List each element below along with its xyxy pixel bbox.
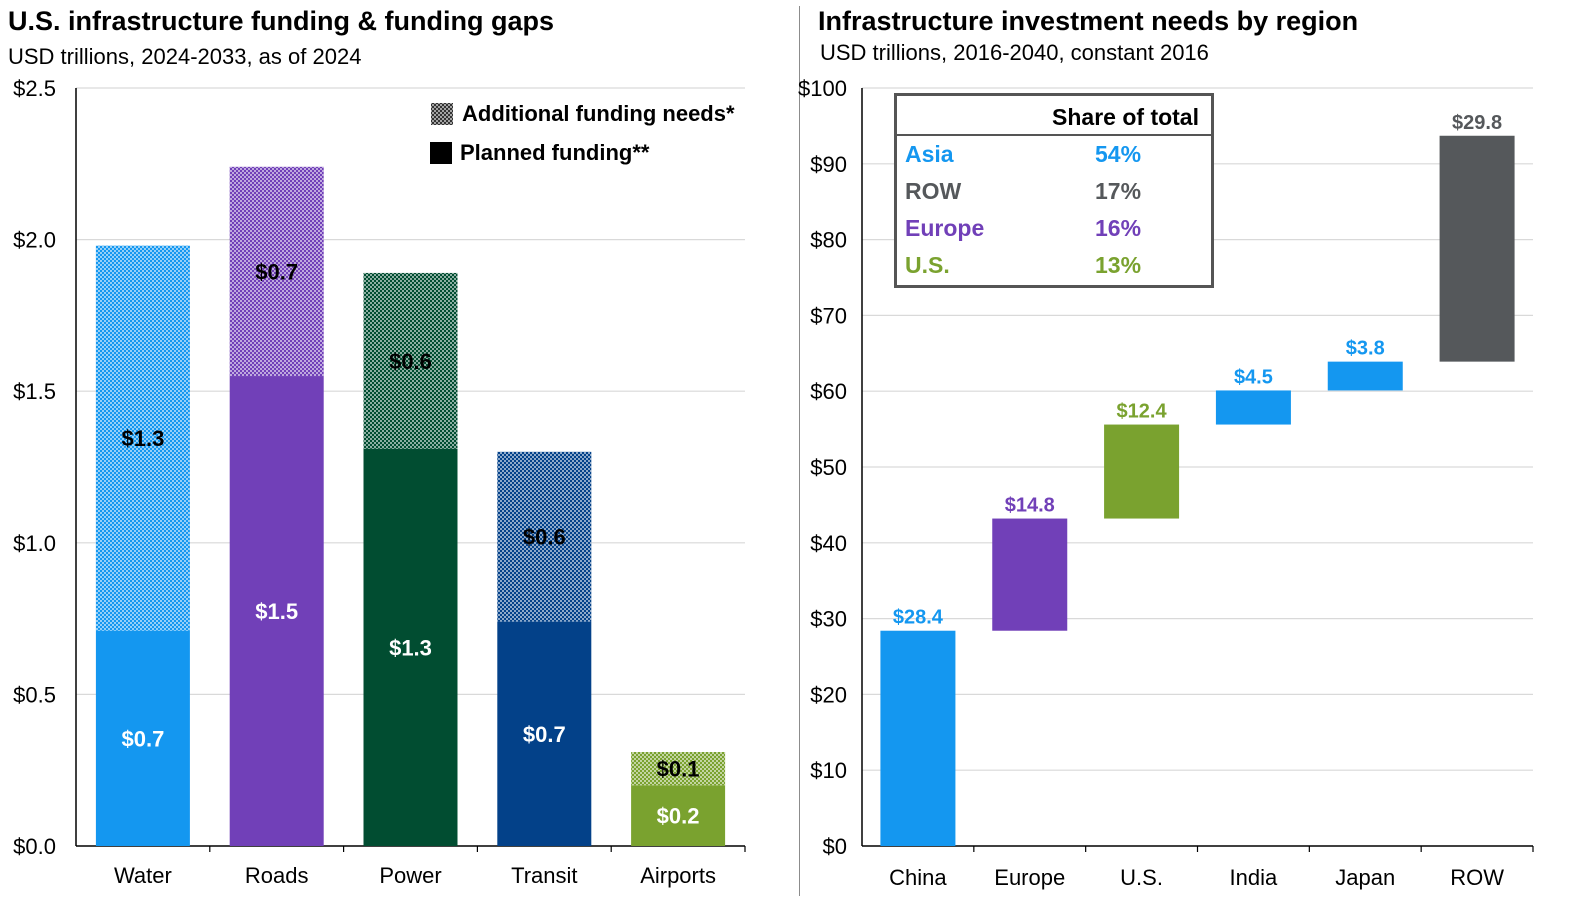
data-label-planned: $0.2	[657, 804, 700, 829]
y-tick-label: $1.5	[13, 379, 56, 404]
bar-planned-roads	[229, 376, 324, 846]
bar-india	[1215, 390, 1291, 425]
y-tick-label: $50	[810, 455, 847, 480]
legend-item-additional: Additional funding needs*	[430, 101, 735, 127]
y-tick-label: $100	[798, 76, 847, 101]
x-category-label: Japan	[1335, 865, 1395, 890]
y-tick-label: $80	[810, 228, 847, 253]
y-tick-label: $20	[810, 682, 847, 707]
data-label: $28.4	[893, 607, 944, 629]
legend-swatch-planned	[430, 142, 452, 164]
bar-row	[1439, 135, 1515, 362]
share-row-name: ROW	[905, 178, 962, 204]
bar-planned-water	[95, 630, 190, 846]
data-label-additional: $0.6	[389, 349, 432, 374]
bar-additional-pattern	[631, 752, 726, 786]
bar-planned-power	[363, 448, 458, 846]
x-category-label: Airports	[640, 863, 716, 888]
bar-additional-pattern	[95, 245, 190, 631]
data-label-additional: $0.7	[255, 259, 298, 284]
y-tick-label: $0	[823, 834, 847, 859]
data-label: $12.4	[1117, 401, 1168, 423]
left-chart-subtitle: USD trillions, 2024-2033, as of 2024	[8, 44, 362, 69]
legend-label-planned: Planned funding**	[460, 140, 650, 165]
share-table-header: Share of total	[897, 96, 1211, 136]
y-tick-label: $10	[810, 758, 847, 783]
x-category-label: Transit	[511, 863, 577, 888]
x-category-label: China	[889, 865, 947, 890]
share-row-asia: Asia 54%	[897, 137, 1211, 173]
bar-planned-transit	[497, 621, 592, 846]
data-label-additional: $0.1	[657, 757, 700, 782]
x-category-label: Roads	[245, 863, 309, 888]
data-label: $3.8	[1346, 338, 1385, 360]
x-category-label: Power	[379, 863, 441, 888]
data-label: $14.8	[1005, 495, 1055, 517]
share-table-header-label: Share of total	[1052, 104, 1199, 130]
data-label-planned: $1.5	[255, 599, 298, 624]
y-tick-label: $2.5	[13, 76, 56, 101]
legend-item-planned: Planned funding**	[430, 140, 649, 166]
data-label-planned: $0.7	[121, 726, 164, 751]
right-chart-title: Infrastructure investment needs by regio…	[818, 6, 1359, 36]
share-row-us: U.S. 13%	[897, 248, 1211, 284]
right-chart-subtitle: USD trillions, 2016-2040, constant 2016	[820, 40, 1209, 65]
share-row-value: 16%	[1095, 215, 1142, 241]
y-tick-label: $70	[810, 303, 847, 328]
data-label: $4.5	[1234, 366, 1273, 388]
x-category-label: India	[1230, 865, 1278, 890]
y-tick-label: $90	[810, 152, 847, 177]
bar-additional-pattern	[363, 272, 458, 449]
data-label-planned: $1.3	[389, 635, 432, 660]
share-row-name: Asia	[905, 141, 954, 167]
data-label: $29.8	[1452, 112, 1502, 134]
left-chart-title: U.S. infrastructure funding & funding ga…	[8, 6, 554, 36]
y-tick-label: $30	[810, 607, 847, 632]
share-row-value: 17%	[1095, 178, 1142, 204]
share-row-value: 54%	[1095, 141, 1142, 167]
x-category-label: ROW	[1450, 865, 1504, 890]
data-label-additional: $0.6	[523, 525, 566, 550]
bar-japan	[1327, 361, 1403, 391]
legend-swatch-additional	[431, 103, 453, 125]
y-tick-label: $0.0	[13, 834, 56, 859]
bar-us	[1104, 424, 1180, 519]
share-row-europe: Europe 16%	[897, 211, 1211, 247]
share-row-row: ROW 17%	[897, 174, 1211, 210]
legend-label-additional: Additional funding needs*	[462, 101, 735, 126]
bar-additional-pattern	[497, 451, 592, 622]
y-tick-label: $60	[810, 379, 847, 404]
y-tick-label: $0.5	[13, 682, 56, 707]
bar-europe	[992, 518, 1068, 631]
share-of-total-table: Share of total Asia 54% ROW 17% Europe 1…	[894, 93, 1214, 288]
funding-gap-chart: $0.0 $0.5 $1.0 $1.5 $2.0 $2.5 $0.7 $1.3 Water $1.…	[13, 76, 746, 888]
x-category-label: Europe	[994, 865, 1065, 890]
y-tick-label: $2.0	[13, 228, 56, 253]
bar-additional-pattern	[229, 166, 324, 377]
y-tick-label: $40	[810, 531, 847, 556]
y-tick-label: $1.0	[13, 531, 56, 556]
bar-china	[880, 630, 956, 846]
share-row-value: 13%	[1095, 252, 1142, 278]
share-row-name: Europe	[905, 215, 985, 241]
bar-planned-airports	[631, 785, 726, 846]
x-category-label: Water	[114, 863, 172, 888]
data-label-additional: $1.3	[121, 426, 164, 451]
x-category-label: U.S.	[1120, 865, 1163, 890]
panel-divider	[799, 6, 800, 896]
data-label-planned: $0.7	[523, 722, 566, 747]
share-row-name: U.S.	[905, 252, 950, 278]
